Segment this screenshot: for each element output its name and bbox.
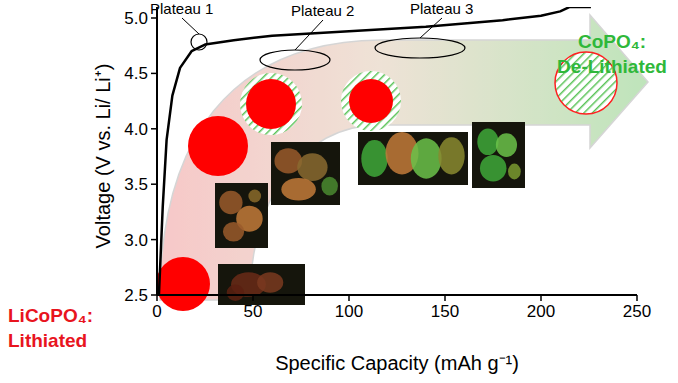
plateau-leader (295, 20, 323, 50)
plateau-label: Plateau 2 (291, 2, 354, 19)
photo-inset (358, 132, 468, 185)
y-tick (151, 239, 157, 241)
x-axis-label: Specific Capacity (mAh g⁻¹) (275, 352, 519, 374)
y-tick-label: 2.5 (124, 286, 148, 305)
y-tick-label: 4.5 (124, 64, 148, 83)
particle (321, 177, 338, 196)
y-tick (151, 294, 157, 296)
y-tick-label: 4.0 (124, 120, 148, 139)
plateau-label: Plateau 3 (410, 0, 473, 17)
x-tick-label: 250 (623, 302, 651, 321)
state-circle (188, 116, 248, 176)
x-axis-line (157, 294, 637, 296)
state-circle (246, 79, 296, 129)
plateau-marker (260, 50, 330, 70)
x-tick (444, 295, 446, 301)
y-tick (151, 128, 157, 130)
chart: 0 50 100 150 200 250 2.5 3.0 3.5 4.0 4.5 5.0 Specifi… (0, 0, 678, 383)
lithiated-label: LiCoPO₄: (8, 305, 93, 326)
plateau-leader (420, 18, 442, 38)
y-axis-line (156, 7, 158, 295)
x-tick-label: 150 (431, 302, 459, 321)
photo-bg (215, 183, 268, 248)
particle (496, 133, 517, 157)
particle (438, 137, 464, 174)
photo-bg (271, 142, 340, 205)
axes: 0 50 100 150 200 250 2.5 3.0 3.5 4.0 4.5 5.0 (124, 7, 651, 321)
particle (281, 178, 316, 201)
state-circle (349, 79, 393, 123)
lithiated-label: Lithiated (8, 330, 87, 351)
state-circle (341, 71, 401, 131)
voltage-curve (159, 7, 591, 295)
photo-inset (218, 264, 305, 305)
x-tick-label: 50 (244, 302, 263, 321)
x-tick (636, 295, 638, 301)
state-circle (156, 257, 210, 311)
particle (361, 140, 387, 177)
delithiated-label: CoPO₄: (578, 31, 646, 52)
particle (297, 153, 327, 181)
photo-inset (271, 142, 340, 205)
x-tick (252, 295, 254, 301)
photo-inset (472, 122, 525, 188)
y-axis-label: Voltage (V vs. Li/ Li⁺) (92, 64, 114, 249)
particle (257, 272, 283, 293)
x-tick (540, 295, 542, 301)
y-tick (151, 183, 157, 185)
plateau-marker (375, 38, 465, 58)
y-tick-label: 5.0 (124, 9, 148, 28)
x-tick-label: 200 (527, 302, 555, 321)
y-tick (151, 73, 157, 75)
plateau-leader (182, 18, 199, 34)
delithiated-label: De-Lithiated (557, 56, 667, 77)
particle (223, 222, 244, 242)
plateau-marker (191, 34, 207, 50)
plateau-label: Plateau 1 (150, 0, 213, 17)
y-tick-label: 3.5 (124, 175, 148, 194)
annotations: Plateau 1 Plateau 2 Plateau 3 (150, 0, 473, 70)
state-circle (240, 73, 302, 135)
x-tick-label: 100 (335, 302, 363, 321)
photo-inset (215, 183, 268, 248)
y-tick (151, 17, 157, 19)
plot-area (159, 7, 591, 295)
particle (248, 190, 261, 203)
y-tick-label: 3.0 (124, 231, 148, 250)
x-tick (348, 295, 350, 301)
x-tick-label: 0 (152, 302, 161, 321)
photo-bg (472, 122, 525, 188)
particle (411, 138, 442, 178)
x-tick (156, 295, 158, 301)
photo-bg (218, 264, 305, 305)
particle (480, 155, 507, 181)
photo-bg (358, 132, 468, 185)
particle (508, 164, 521, 180)
particle (227, 285, 244, 301)
particle (477, 129, 498, 155)
